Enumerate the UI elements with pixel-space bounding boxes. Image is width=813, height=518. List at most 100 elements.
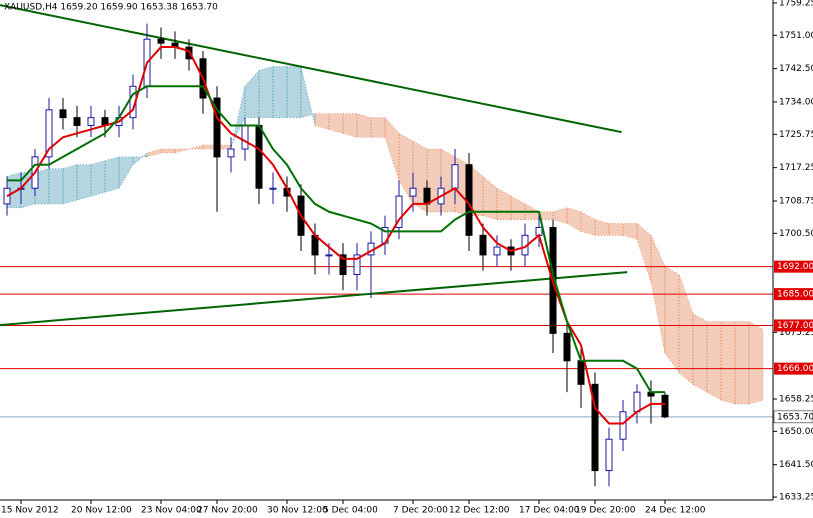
cloud-segment — [552, 207, 568, 224]
chart-title: XAUUSD,H4 1659.20 1659.90 1653.38 1653.7… — [4, 3, 218, 13]
level-label-box — [774, 319, 813, 332]
candle-body — [227, 148, 235, 158]
cloud-segment — [706, 321, 722, 401]
cloud-segment — [132, 152, 148, 166]
cloud — [6, 66, 764, 405]
candle-body — [661, 394, 669, 418]
candle-body — [87, 117, 95, 126]
x-tick-label: 23 Nov 04:00 — [141, 506, 202, 516]
y-tick-label: 1759.25 — [779, 0, 813, 8]
y-tick-label: 1725.75 — [779, 130, 813, 140]
current-price-box — [773, 410, 813, 424]
cloud-segment — [398, 132, 414, 206]
plot — [0, 4, 773, 487]
cloud-segment — [286, 66, 302, 118]
candle-body — [59, 109, 67, 119]
trendline — [0, 4, 622, 134]
cloud-segment — [62, 164, 78, 205]
y-tick-label: 1734.00 — [779, 97, 813, 107]
candle-body — [423, 187, 431, 205]
cloud-segment — [734, 321, 750, 405]
candle-body — [451, 164, 459, 189]
cloud-segment — [300, 66, 316, 126]
x-tick-label: 30 Nov 12:00 — [267, 506, 328, 516]
candle-body — [269, 187, 277, 190]
x-tick-label: 15 Nov 2012 — [1, 506, 59, 516]
level-label: 1677.00 — [777, 321, 813, 331]
cloud-segment — [664, 266, 680, 374]
x-tick-label: 7 Dec 20:00 — [393, 506, 448, 516]
x-tick-label: 24 Dec 12:00 — [645, 506, 706, 516]
cloud-segment — [482, 175, 498, 221]
level-label-box — [774, 362, 813, 375]
x-tick-label: 27 Nov 20:00 — [197, 506, 258, 516]
candle-body — [563, 332, 571, 362]
cloud-segment — [342, 113, 358, 138]
cloud-segment — [104, 156, 120, 193]
cloud-segment — [76, 164, 92, 201]
x-tick-label: 19 Dec 20:00 — [575, 506, 636, 516]
y-tick-label: 1658.25 — [779, 395, 813, 405]
cloud-segment — [272, 66, 288, 118]
cloud-segment — [594, 219, 610, 236]
level-label: 1692.00 — [777, 262, 813, 272]
candle-body — [45, 109, 53, 158]
cloud-segment — [258, 66, 274, 118]
cloud-segment — [580, 211, 596, 236]
cloud-segment — [174, 148, 190, 154]
cloud-segment — [608, 223, 624, 236]
cloud-segment — [566, 207, 582, 232]
candle-body — [325, 254, 333, 257]
indicator-line — [7, 85, 665, 394]
cloud-segment — [692, 313, 708, 393]
y-tick-label: 1742.50 — [779, 64, 813, 74]
cloud-segment — [230, 86, 246, 150]
cloud-segment — [510, 195, 526, 220]
y-tick-label: 1751.00 — [779, 31, 813, 41]
cloud-segment — [328, 113, 344, 134]
x-tick-label: 17 Dec 04:00 — [519, 506, 580, 516]
indicator-line — [6, 46, 665, 425]
candle-body — [213, 97, 221, 158]
y-tick-label: 1641.50 — [779, 460, 813, 470]
level-label-box — [774, 260, 813, 273]
candle-body — [633, 391, 641, 413]
level-label-box — [774, 288, 813, 301]
candle-body — [339, 254, 347, 276]
candle-body — [241, 124, 249, 150]
candle-body — [157, 38, 165, 44]
cloud-segment — [370, 117, 386, 138]
cloud-segment — [384, 116, 400, 181]
candle-body — [465, 164, 473, 236]
cloud-segment — [636, 222, 652, 283]
cloud-segment — [622, 223, 638, 240]
candle-body — [493, 246, 501, 256]
candle-body — [255, 124, 263, 189]
cloud-segment — [244, 69, 260, 118]
candle-body — [409, 187, 417, 197]
cloud-segment — [146, 148, 162, 158]
candle-body — [591, 383, 599, 472]
y-tick-label: 1675.25 — [779, 328, 813, 338]
candle-body — [605, 438, 613, 472]
y-tick-label: 1708.75 — [779, 196, 813, 206]
trendline — [0, 271, 628, 327]
cloud-segment — [48, 168, 64, 205]
y-tick-label: 1633.25 — [779, 493, 813, 503]
x-tick-label: 12 Dec 12:00 — [449, 506, 510, 516]
current-price-label: 1653.70 — [777, 412, 813, 422]
candle-body — [619, 411, 627, 440]
level-label: 1666.00 — [777, 364, 813, 374]
level-label: 1685.00 — [777, 290, 813, 300]
cloud-segment — [356, 113, 372, 138]
y-tick-label: 1717.25 — [779, 163, 813, 173]
x-tick-label: 20 Nov 12:00 — [71, 506, 132, 516]
y-tick-label: 1700.50 — [779, 229, 813, 239]
candle-body — [395, 195, 403, 228]
cloud-segment — [538, 211, 554, 220]
candle-body — [353, 254, 361, 276]
x-tick-label: 5 Dec 04:00 — [323, 506, 378, 516]
candle-body — [479, 234, 487, 256]
cloud-segment — [160, 148, 176, 154]
candle-body — [577, 360, 585, 385]
